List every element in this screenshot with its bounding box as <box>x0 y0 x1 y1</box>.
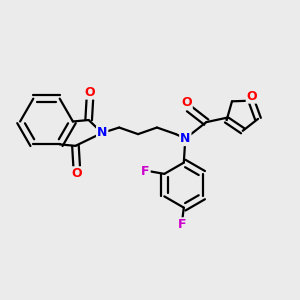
Text: O: O <box>247 90 257 103</box>
Text: F: F <box>141 165 150 178</box>
Text: N: N <box>180 132 190 145</box>
Text: O: O <box>85 85 95 99</box>
Text: O: O <box>71 167 82 180</box>
Text: N: N <box>97 126 107 140</box>
Text: O: O <box>181 96 192 109</box>
Text: F: F <box>178 218 187 231</box>
